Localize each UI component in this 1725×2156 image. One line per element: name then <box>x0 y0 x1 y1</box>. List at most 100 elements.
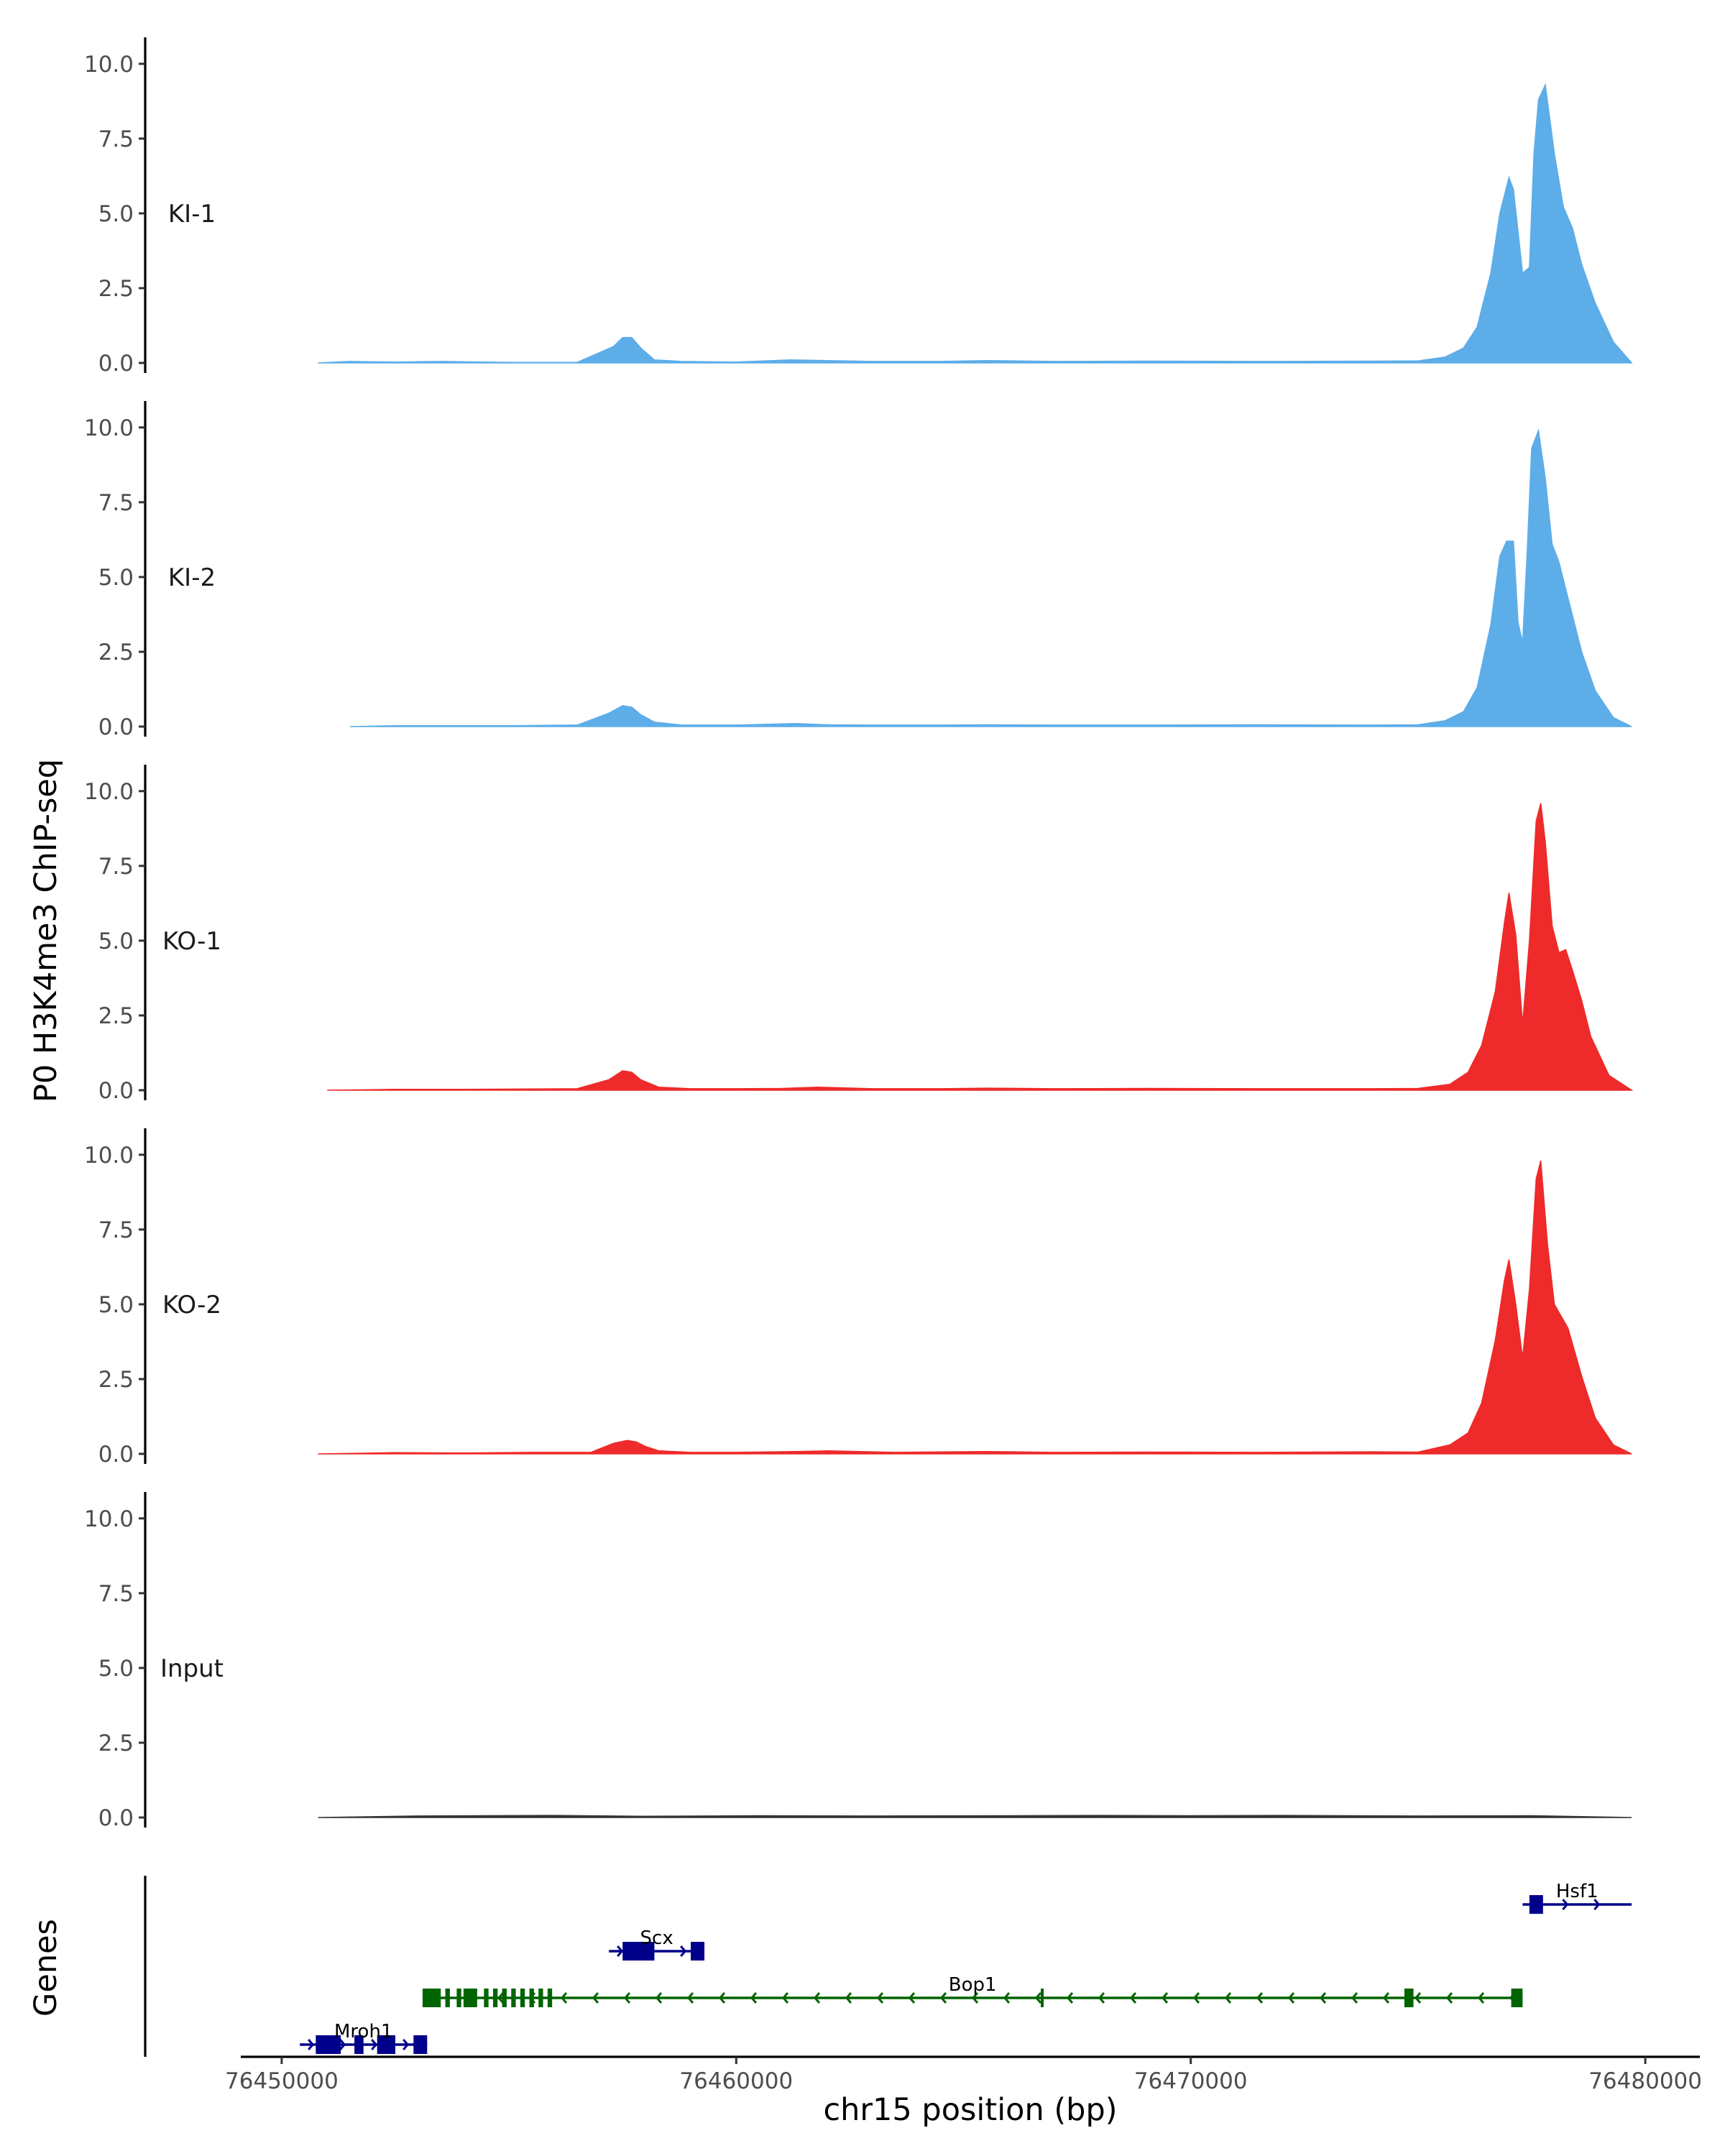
gene-bop1: Bop1 <box>422 1974 1523 2007</box>
strand-chevron <box>1414 1992 1422 2004</box>
gene-exon <box>484 1989 489 2007</box>
y-tick-label: 10.0 <box>84 52 134 78</box>
track-label: Input <box>160 1654 224 1683</box>
strand-chevron <box>845 1992 852 2004</box>
track-ki-1: 0.0 2.5 5.0 7.5 10.0 KI-1 <box>84 37 1633 377</box>
gene-exon <box>691 1942 705 1961</box>
coverage-area <box>327 803 1634 1091</box>
gene-label: Mroh1 <box>334 2021 392 2042</box>
y-axis-title: P0 H3K4me3 ChIP-seq <box>28 759 64 1102</box>
y-tick-label: 0.0 <box>98 1078 134 1104</box>
gene-exon <box>511 1989 516 2007</box>
strand-chevron <box>1319 1992 1327 2004</box>
gene-exon <box>622 1942 655 1961</box>
strand-chevron <box>1477 1992 1485 2004</box>
coverage-area <box>318 1815 1632 1818</box>
coverage-area <box>318 83 1633 364</box>
gene-exon <box>1404 1989 1414 2007</box>
strand-chevron <box>876 1992 884 2004</box>
strand-chevron <box>560 1992 568 2004</box>
y-tick-label: 7.5 <box>98 1581 134 1607</box>
strand-chevron <box>339 2039 346 2050</box>
strand-chevron <box>1003 1992 1011 2004</box>
y-tick-label: 5.0 <box>98 929 134 954</box>
y-tick-label: 0.0 <box>98 714 134 740</box>
gene-exon <box>354 2035 364 2054</box>
gene-hsf1: Hsf1 <box>1522 1881 1632 1914</box>
track-ko-2: 0.0 2.5 5.0 7.5 10.0 KO-2 <box>84 1128 1632 1468</box>
y-tick-label: 7.5 <box>98 126 134 152</box>
strand-chevron <box>308 2039 315 2050</box>
strand-chevron <box>1224 1992 1232 2004</box>
gene-scx: Scx <box>609 1927 705 1961</box>
genes-axis-title: Genes <box>28 1919 64 2017</box>
gene-exon <box>538 1989 543 2007</box>
gene-annotation-track: Hsf1 Scx Bop1 Mroh1 76450000 76460000 76470000… <box>144 1876 1702 2094</box>
strand-chevron <box>1287 1992 1295 2004</box>
strand-chevron <box>1192 1992 1200 2004</box>
strand-chevron <box>497 1992 505 2004</box>
gene-exon <box>520 1989 525 2007</box>
gene-exon <box>1529 1895 1543 1914</box>
gene-exon <box>1511 1989 1523 2007</box>
y-tick-label: 2.5 <box>98 1367 134 1393</box>
gene-label: Bop1 <box>949 1974 997 1996</box>
gene-exon <box>463 1989 477 2007</box>
strand-chevron <box>1351 1992 1358 2004</box>
strand-chevron <box>1129 1992 1137 2004</box>
strand-chevron <box>718 1992 726 2004</box>
strand-chevron <box>1445 1992 1453 2004</box>
gene-exon <box>492 1989 498 2007</box>
y-tick-label: 10.0 <box>84 1143 134 1169</box>
track-ko-1: 0.0 2.5 5.0 7.5 10.0 KO-1 <box>84 765 1634 1104</box>
x-axis: 76450000 76460000 76470000 76480000 <box>225 2055 1702 2094</box>
gene-label: Hsf1 <box>1556 1881 1598 1902</box>
gene-exon <box>316 2035 341 2054</box>
gene-exon <box>413 2035 428 2054</box>
y-tick-label: 5.0 <box>98 1656 134 1682</box>
strand-chevron <box>371 2039 378 2050</box>
strand-chevron <box>971 1992 979 2004</box>
gene-mroh1: Mroh1 <box>300 2021 428 2054</box>
x-axis-title: chr15 position (bp) <box>823 2092 1117 2128</box>
y-tick-label: 7.5 <box>98 1217 134 1243</box>
gene-exon <box>529 1989 534 2007</box>
y-tick-label: 7.5 <box>98 490 134 516</box>
y-tick-label: 2.5 <box>98 640 134 665</box>
strand-chevron <box>1066 1992 1074 2004</box>
strand-chevron <box>402 2039 410 2050</box>
strand-chevron <box>592 1992 599 2004</box>
y-tick-label: 2.5 <box>98 1731 134 1756</box>
gene-exon <box>456 1989 461 2007</box>
y-tick-label: 7.5 <box>98 854 134 880</box>
strand-chevron <box>680 1945 687 1957</box>
track-input: 0.0 2.5 5.0 7.5 10.0 Input <box>84 1492 1632 1831</box>
strand-chevron <box>1034 1992 1042 2004</box>
y-tick-label: 2.5 <box>98 1003 134 1029</box>
track-label: KO-1 <box>162 927 221 956</box>
strand-chevron <box>750 1992 758 2004</box>
strand-chevron <box>781 1992 789 2004</box>
gene-exon <box>422 1989 441 2007</box>
strand-chevron <box>1256 1992 1264 2004</box>
x-tick-label: 76460000 <box>679 2068 793 2094</box>
gene-label: Scx <box>640 1927 673 1949</box>
strand-chevron <box>1562 1899 1569 1910</box>
strand-chevron <box>1382 1992 1390 2004</box>
gene-exon <box>502 1989 507 2007</box>
strand-chevron <box>617 1945 624 1957</box>
track-label: KO-2 <box>162 1291 221 1319</box>
gene-exon <box>547 1989 553 2007</box>
coverage-tracks: 0.0 2.5 5.0 7.5 10.0 KI-1 0.0 2.5 5.0 7.5 10.0 KI-2… <box>84 37 1634 1831</box>
track-label: KI-2 <box>168 563 216 592</box>
y-tick-label: 2.5 <box>98 276 134 302</box>
x-tick-label: 76480000 <box>1588 2068 1702 2094</box>
y-tick-label: 5.0 <box>98 565 134 591</box>
strand-chevron <box>813 1992 821 2004</box>
y-tick-label: 10.0 <box>84 1506 134 1532</box>
y-tick-label: 5.0 <box>98 201 134 227</box>
strand-chevron <box>1098 1992 1105 2004</box>
track-ki-2: 0.0 2.5 5.0 7.5 10.0 KI-2 <box>84 401 1632 740</box>
y-tick-label: 0.0 <box>98 351 134 377</box>
